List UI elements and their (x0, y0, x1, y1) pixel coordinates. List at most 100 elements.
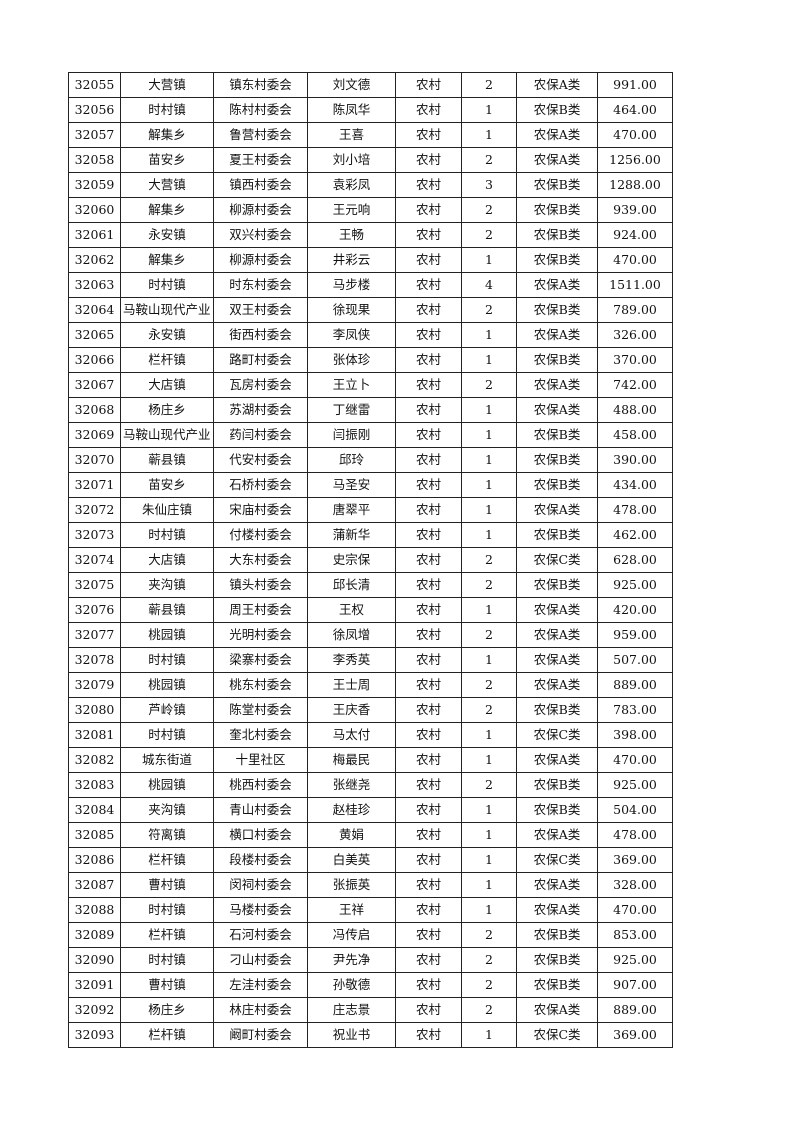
insurance-category-cell: 农保B类 (516, 697, 598, 723)
insurance-category-cell: 农保B类 (516, 772, 598, 798)
insurance-category-cell: 农保C类 (516, 547, 598, 573)
record-id-cell: 32073 (68, 522, 121, 548)
record-id-cell: 32059 (68, 172, 121, 198)
village-committee-cell: 横口村委会 (213, 822, 308, 848)
household-size-cell: 2 (461, 972, 517, 998)
village-committee-cell: 桃东村委会 (213, 672, 308, 698)
village-committee-cell: 宋庙村委会 (213, 497, 308, 523)
household-type-cell: 农村 (395, 122, 462, 148)
household-type-cell: 农村 (395, 72, 462, 98)
township-cell: 桃园镇 (120, 622, 214, 648)
amount-cell: 326.00 (597, 322, 673, 348)
insurance-category-cell: 农保B类 (516, 247, 598, 273)
record-id-cell: 32076 (68, 597, 121, 623)
insurance-category-cell: 农保A类 (516, 622, 598, 648)
household-size-cell: 1 (461, 797, 517, 823)
table-row: 32069 马鞍山现代产业 药闫村委会 闫振刚 农村 1 农保B类 458.00 (68, 422, 673, 448)
record-id-cell: 32074 (68, 547, 121, 573)
amount-cell: 470.00 (597, 247, 673, 273)
household-type-cell: 农村 (395, 397, 462, 423)
household-type-cell: 农村 (395, 547, 462, 573)
person-name-cell: 闫振刚 (307, 422, 396, 448)
person-name-cell: 王立卜 (307, 372, 396, 398)
amount-cell: 939.00 (597, 197, 673, 223)
township-cell: 永安镇 (120, 322, 214, 348)
table-row: 32082 城东街道 十里社区 梅最民 农村 1 农保A类 470.00 (68, 747, 673, 773)
household-size-cell: 2 (461, 297, 517, 323)
person-name-cell: 冯传启 (307, 922, 396, 948)
township-cell: 桃园镇 (120, 672, 214, 698)
record-id-cell: 32083 (68, 772, 121, 798)
record-id-cell: 32070 (68, 447, 121, 473)
record-id-cell: 32077 (68, 622, 121, 648)
person-name-cell: 张振英 (307, 872, 396, 898)
household-size-cell: 2 (461, 222, 517, 248)
village-committee-cell: 代安村委会 (213, 447, 308, 473)
person-name-cell: 梅最民 (307, 747, 396, 773)
person-name-cell: 邱长清 (307, 572, 396, 598)
township-cell: 符离镇 (120, 822, 214, 848)
household-size-cell: 2 (461, 572, 517, 598)
household-type-cell: 农村 (395, 272, 462, 298)
table-row: 32067 大店镇 瓦房村委会 王立卜 农村 2 农保A类 742.00 (68, 372, 673, 398)
household-size-cell: 2 (461, 72, 517, 98)
record-id-cell: 32055 (68, 72, 121, 98)
insurance-category-cell: 农保B类 (516, 922, 598, 948)
household-size-cell: 1 (461, 497, 517, 523)
village-committee-cell: 梁寨村委会 (213, 647, 308, 673)
amount-cell: 1511.00 (597, 272, 673, 298)
household-size-cell: 1 (461, 122, 517, 148)
township-cell: 蕲县镇 (120, 597, 214, 623)
insurance-category-cell: 农保B类 (516, 447, 598, 473)
record-id-cell: 32065 (68, 322, 121, 348)
township-cell: 夹沟镇 (120, 797, 214, 823)
village-committee-cell: 石桥村委会 (213, 472, 308, 498)
township-cell: 时村镇 (120, 97, 214, 123)
village-committee-cell: 青山村委会 (213, 797, 308, 823)
amount-cell: 907.00 (597, 972, 673, 998)
person-name-cell: 刘文德 (307, 72, 396, 98)
person-name-cell: 马太付 (307, 722, 396, 748)
household-type-cell: 农村 (395, 822, 462, 848)
amount-cell: 398.00 (597, 722, 673, 748)
person-name-cell: 李秀英 (307, 647, 396, 673)
table-row: 32068 杨庄乡 苏湖村委会 丁继雷 农村 1 农保A类 488.00 (68, 397, 673, 423)
insurance-category-cell: 农保A类 (516, 822, 598, 848)
record-id-cell: 32069 (68, 422, 121, 448)
household-type-cell: 农村 (395, 297, 462, 323)
household-size-cell: 1 (461, 472, 517, 498)
township-cell: 解集乡 (120, 197, 214, 223)
amount-cell: 488.00 (597, 397, 673, 423)
amount-cell: 742.00 (597, 372, 673, 398)
insurance-category-cell: 农保A类 (516, 647, 598, 673)
table-row: 32089 栏杆镇 石河村委会 冯传启 农村 2 农保B类 853.00 (68, 922, 673, 948)
benefit-records-table: 32055 大营镇 镇东村委会 刘文德 农村 2 农保A类 991.00 32056 时村镇 陈村村… (68, 72, 673, 1048)
village-committee-cell: 段楼村委会 (213, 847, 308, 873)
amount-cell: 470.00 (597, 897, 673, 923)
township-cell: 芦岭镇 (120, 697, 214, 723)
household-type-cell: 农村 (395, 772, 462, 798)
record-id-cell: 32067 (68, 372, 121, 398)
person-name-cell: 丁继雷 (307, 397, 396, 423)
village-committee-cell: 奎北村委会 (213, 722, 308, 748)
record-id-cell: 32092 (68, 997, 121, 1023)
village-committee-cell: 林庄村委会 (213, 997, 308, 1023)
household-size-cell: 1 (461, 97, 517, 123)
township-cell: 大营镇 (120, 172, 214, 198)
household-type-cell: 农村 (395, 347, 462, 373)
person-name-cell: 王士周 (307, 672, 396, 698)
table-row: 32073 时村镇 付楼村委会 蒲新华 农村 1 农保B类 462.00 (68, 522, 673, 548)
village-committee-cell: 桃西村委会 (213, 772, 308, 798)
amount-cell: 925.00 (597, 772, 673, 798)
record-id-cell: 32081 (68, 722, 121, 748)
insurance-category-cell: 农保A类 (516, 122, 598, 148)
township-cell: 栏杆镇 (120, 922, 214, 948)
household-size-cell: 2 (461, 147, 517, 173)
amount-cell: 328.00 (597, 872, 673, 898)
record-id-cell: 32062 (68, 247, 121, 273)
insurance-category-cell: 农保A类 (516, 872, 598, 898)
person-name-cell: 赵桂珍 (307, 797, 396, 823)
record-id-cell: 32078 (68, 647, 121, 673)
village-committee-cell: 柳源村委会 (213, 247, 308, 273)
record-id-cell: 32093 (68, 1022, 121, 1048)
